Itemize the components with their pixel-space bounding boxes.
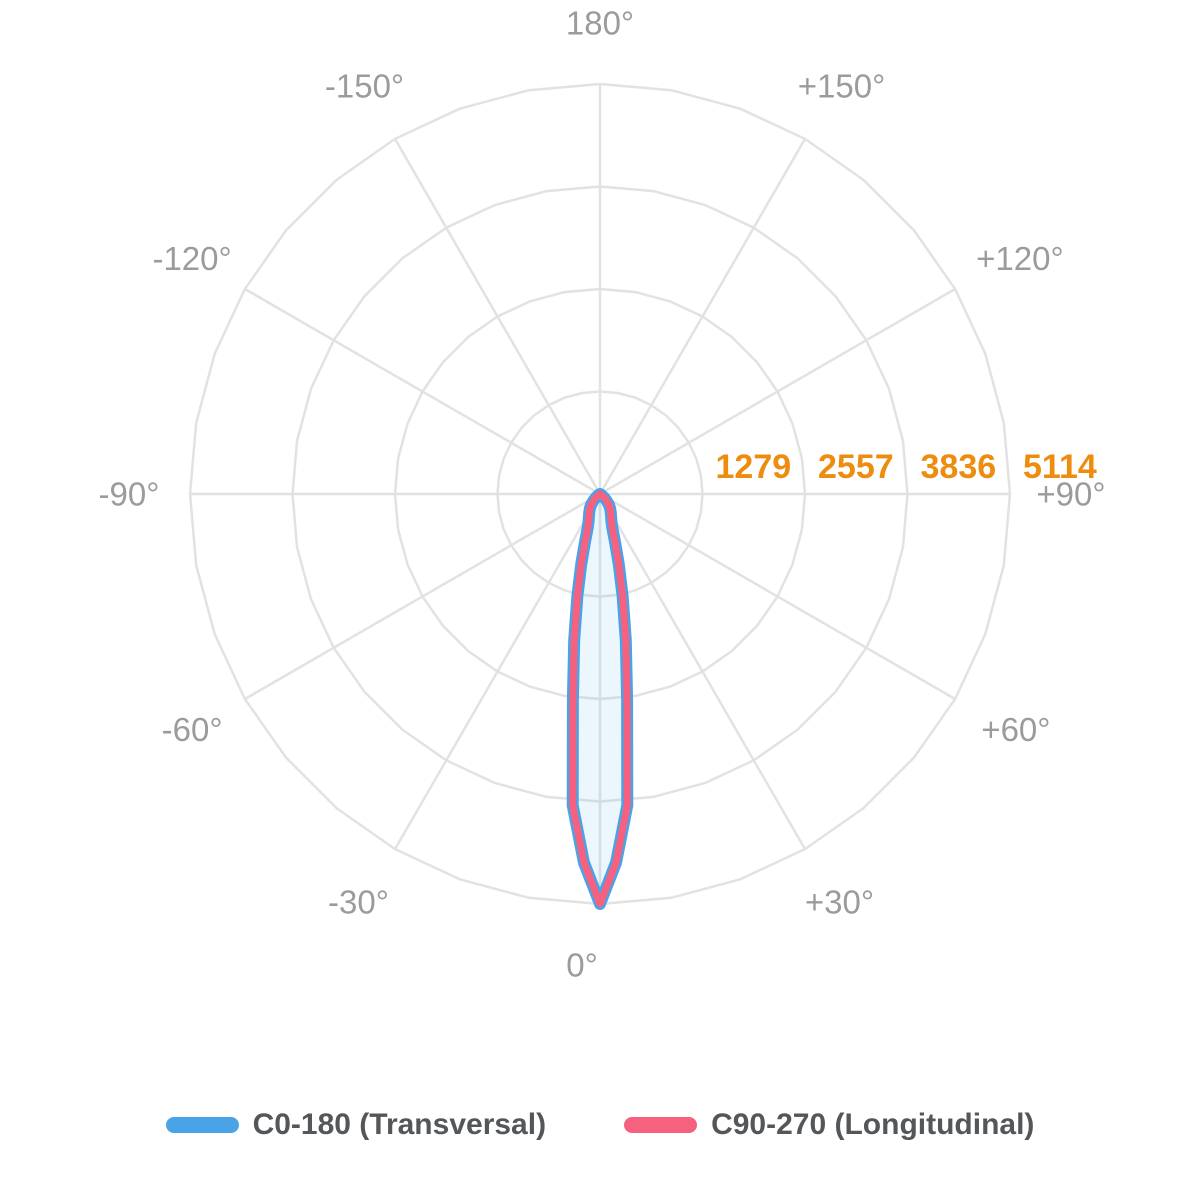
angle-label: +150° <box>798 68 886 105</box>
angle-label: +60° <box>981 711 1050 748</box>
angle-label: 180° <box>566 5 634 42</box>
beam-lobe-fill <box>572 494 628 904</box>
ring-gridline <box>188 82 1012 906</box>
angle-label: -120° <box>152 240 231 277</box>
ring-gridline <box>393 287 807 701</box>
series-curve-c90-270 <box>569 490 631 908</box>
angle-label: +120° <box>976 240 1064 277</box>
legend-swatch-c0-180-icon <box>165 1117 239 1133</box>
angle-label: 0° <box>566 947 598 984</box>
radial-tick-label: 1279 <box>716 448 792 486</box>
angle-label: -150° <box>325 68 404 105</box>
polar-chart-canvas: 180° +150° +120° +90° +60° +30° 0° -30° -60° -90°… <box>99 5 1106 984</box>
angle-label: -90° <box>99 476 160 513</box>
radial-tick-label: 2557 <box>818 448 894 486</box>
legend-label-c90-270: C90-270 (Longitudinal) <box>711 1108 1035 1141</box>
legend-swatch-c90-270-icon <box>624 1117 698 1133</box>
radial-tick-label: 3836 <box>921 448 997 486</box>
legend-label-c0-180: C0-180 (Transversal) <box>252 1108 547 1141</box>
angle-label: -60° <box>162 711 223 748</box>
radial-tick-label: 5114 <box>1023 448 1097 486</box>
chart-legend: C0-180 (Transversal) C90-270 (Longitudin… <box>0 1098 1200 1152</box>
angle-label: +90° <box>1036 476 1105 513</box>
angle-label: +30° <box>805 883 874 920</box>
ring-gridline <box>496 390 704 598</box>
ring-gridline <box>291 185 909 803</box>
legend-item-c90-270: C90-270 (Longitudinal) <box>624 1108 1034 1142</box>
legend-item-c0-180: C0-180 (Transversal) <box>165 1108 547 1142</box>
angle-label: -30° <box>328 883 389 920</box>
